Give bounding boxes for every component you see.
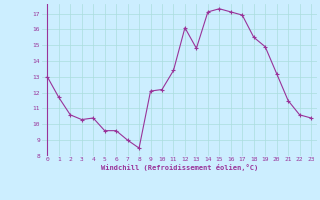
X-axis label: Windchill (Refroidissement éolien,°C): Windchill (Refroidissement éolien,°C) xyxy=(100,164,258,171)
